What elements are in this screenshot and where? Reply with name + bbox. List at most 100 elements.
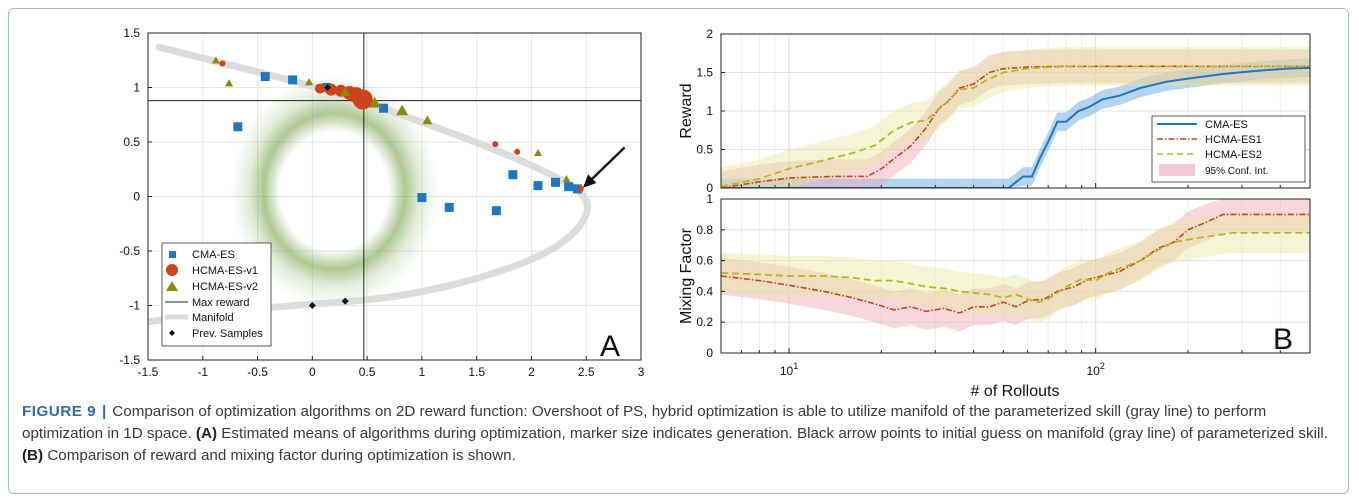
cma-es-point <box>508 170 518 180</box>
chart-panel-a: -1.5 -1 -0.5 0 0.5 1 1.5 2 2.5 3 -1.5 -1 -0.5 0 0.5 1 1.… <box>119 26 644 379</box>
hcma-es-v1-point <box>219 60 226 67</box>
cma-es-point <box>444 202 454 212</box>
mixing-plot-frame <box>720 198 1311 354</box>
hcma-es-v1-point <box>352 89 373 110</box>
confidence-band <box>721 58 1310 188</box>
y-tick-label: -1 <box>129 299 140 313</box>
cma-es-point <box>572 184 582 194</box>
cma-es-point <box>491 206 501 216</box>
hcma-es-v1-point <box>514 148 521 155</box>
arrow-annotation <box>582 146 626 188</box>
hcma-es-v2-point <box>225 79 234 87</box>
legend-box <box>161 242 272 347</box>
hcma-es2-line <box>721 231 1310 304</box>
y-tick-label: 1 <box>706 192 713 206</box>
x-tick-label: 2 <box>528 365 535 379</box>
cma-es-point <box>233 122 243 132</box>
legend-marker-prev <box>169 330 175 336</box>
mixing-series <box>721 199 1310 332</box>
prev-sample-point <box>341 297 349 305</box>
y-tick-label: 1.5 <box>123 26 140 40</box>
confidence-band <box>721 49 1310 188</box>
y-tick-label: 0.6 <box>696 254 713 268</box>
hcma-es2-line <box>721 65 1310 188</box>
y-tick-label: 0.5 <box>123 135 140 149</box>
legend-marker-hcma2 <box>166 281 178 291</box>
legend-prev: Prev. Samples <box>192 328 263 340</box>
reward-series <box>721 47 1310 188</box>
legend-cma: CMA-ES <box>192 249 235 261</box>
x-axis-label: # of Rollouts <box>971 383 1060 400</box>
y-tick-label: 1.5 <box>696 66 713 80</box>
prev-sample-point <box>324 84 332 91</box>
reward-ring <box>230 76 439 306</box>
x-tick-label: 101 <box>780 361 798 378</box>
y-tick-label: 0.8 <box>696 223 713 237</box>
mixing-y-label: Mixing Factor <box>678 227 695 324</box>
legend-marker-cma <box>169 251 176 258</box>
arrow-head <box>582 174 597 188</box>
x-tick-label: 0.5 <box>359 365 376 379</box>
panel-label-a: A <box>600 330 620 363</box>
cma-es-point <box>551 177 561 187</box>
confidence-band <box>721 212 1310 323</box>
cma-es-line <box>721 66 1310 188</box>
hcma-es-v2-point <box>562 175 571 183</box>
legend-ci: 95% Conf. Int. <box>1205 166 1268 177</box>
hcma-es-v2-point <box>534 148 543 157</box>
x-tick-label: 1 <box>419 365 426 379</box>
axis-ticks: -1.5 -1 -0.5 0 0.5 1 1.5 2 2.5 3 -1.5 -1 -0.5 0 0.5 1 1.… <box>119 26 644 379</box>
x-tick-label: 1.5 <box>468 365 485 379</box>
legend: CMA-ES HCMA-ES-v1 HCMA-ES-v2 Max reward … <box>161 242 272 347</box>
hcma-es-v2-point <box>422 115 433 125</box>
legend-hcma1: HCMA-ES-v1 <box>192 265 258 277</box>
legend-marker-hcma1 <box>166 264 178 276</box>
y-tick-label: 0 <box>706 346 713 360</box>
hcma-es-v2-point <box>368 96 381 108</box>
legend-hcma2: HCMA-ES-v2 <box>192 281 258 293</box>
hcma-es-v1-point <box>315 83 326 94</box>
hcma-es-v2-point <box>211 56 220 64</box>
hcma-es-v2-point <box>305 78 314 86</box>
y-tick-label: 2 <box>706 27 713 41</box>
x-tick-label: 0 <box>309 365 316 379</box>
y-tick-label: -1.5 <box>119 353 140 367</box>
figure-label: FIGURE 9 <box>22 403 97 420</box>
y-tick-label: -0.5 <box>119 244 140 258</box>
y-tick-label: 0.5 <box>696 143 713 157</box>
legend-cma: CMA-ES <box>1205 119 1248 131</box>
legend-manifold: Manifold <box>192 312 234 324</box>
cma-es-point <box>260 72 270 82</box>
legend-max: Max reward <box>192 297 249 309</box>
y-tick-label: 0 <box>706 181 713 195</box>
caption-text-b: Comparison of reward and mixing factor d… <box>47 447 516 464</box>
y-tick-label: 0.2 <box>696 315 713 329</box>
figure-caption: FIGURE 9 | Comparison of optimization algo… <box>22 401 1342 467</box>
x-tick-label: 2.5 <box>578 365 595 379</box>
y-tick-label: 1 <box>133 81 140 95</box>
legend-patch-ci <box>1159 164 1195 176</box>
reward-y-label: Reward <box>678 83 695 138</box>
x-tick-label: -1.5 <box>138 365 159 379</box>
caption-intro: Comparison of optimization algorithms on… <box>22 403 1267 442</box>
chart-panel-b: 0 0.5 1 1.5 2 0 0.2 0.4 0.6 0.8 1 101 102 Reward Mix… <box>678 27 1311 400</box>
hcma-es-v1-point <box>577 185 584 192</box>
figure-frame <box>8 8 1349 494</box>
scatter-marks <box>211 56 584 309</box>
hcma-es-v2-point <box>396 104 409 116</box>
caption-tag-a: (A) <box>195 425 218 442</box>
panel-label-b: B <box>1273 323 1293 356</box>
x-tick-label: 3 <box>638 365 645 379</box>
cma-es-point <box>533 181 543 191</box>
hcma-es1-line <box>721 213 1310 314</box>
legend: CMA-ES HCMA-ES1 HCMA-ES2 95% Conf. Int. <box>1151 115 1306 183</box>
y-tick-label: 0 <box>133 190 140 204</box>
hcma-es-v2-point <box>340 86 351 96</box>
confidence-band <box>721 199 1310 332</box>
caption-tag-b: (B) <box>22 447 44 464</box>
cma-es-point <box>288 75 298 85</box>
prev-sample-point <box>308 302 316 309</box>
x-tick-label: -1 <box>197 365 208 379</box>
legend-hcma2: HCMA-ES2 <box>1205 149 1262 161</box>
cma-es-point <box>564 182 574 192</box>
